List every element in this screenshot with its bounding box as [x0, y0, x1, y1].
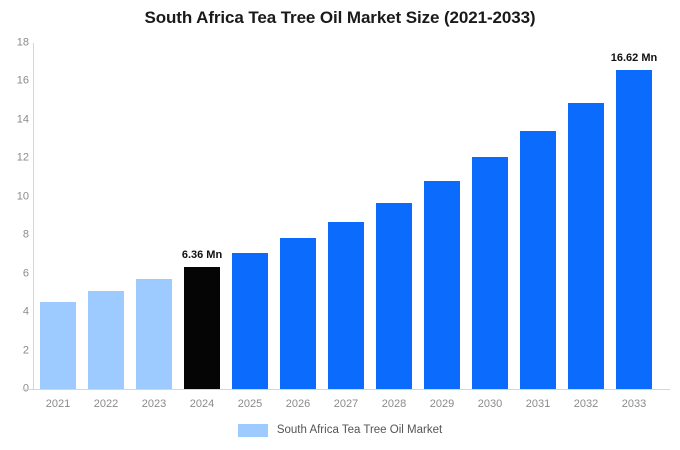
- legend-swatch-icon: [237, 424, 268, 437]
- y-axis-tick-label: 4: [22, 305, 29, 318]
- bar-2024[interactable]: [184, 266, 220, 389]
- legend-label: South Africa Tea Tree Oil Market: [276, 424, 443, 436]
- y-axis-tick-labels: 0 2 4 6 8 10 12 14 16 18: [0, 0, 29, 450]
- y-axis-tick-label: 8: [22, 228, 29, 241]
- y-axis-tick-label: 18: [16, 36, 29, 49]
- y-axis-tick-label: 16: [16, 74, 29, 87]
- y-axis-tick-label: 10: [16, 190, 29, 203]
- bar-2028[interactable]: [376, 203, 412, 389]
- y-axis-line: [33, 43, 34, 390]
- x-axis-tick-label-2025: 2025: [237, 398, 263, 410]
- bar-value-label-2024: 6.36 Mn: [181, 248, 223, 261]
- x-axis-tick-label-2022: 2022: [93, 398, 119, 410]
- y-axis-tick-label: 2: [22, 344, 29, 357]
- bar-2029[interactable]: [424, 180, 460, 389]
- bar-2027[interactable]: [328, 222, 364, 389]
- bar-2026[interactable]: [280, 238, 316, 389]
- x-axis-tick-label-2033: 2033: [621, 398, 647, 410]
- bars-layer: 6.36 Mn 16.62 Mn: [34, 43, 670, 389]
- x-axis-tick-label-2024: 2024: [189, 398, 215, 410]
- x-axis-tick-label-2021: 2021: [45, 398, 71, 410]
- bar-2021[interactable]: [40, 301, 76, 389]
- x-axis-tick-label-2032: 2032: [573, 398, 599, 410]
- bar-2031[interactable]: [520, 131, 556, 389]
- x-axis-tick-label-2031: 2031: [525, 398, 551, 410]
- chart-title: South Africa Tea Tree Oil Market Size (2…: [144, 8, 536, 27]
- bar-2022[interactable]: [88, 290, 124, 389]
- chart-legend: South Africa Tea Tree Oil Market: [0, 424, 680, 437]
- x-axis-tick-label-2027: 2027: [333, 398, 359, 410]
- x-axis-tick-label-2026: 2026: [285, 398, 311, 410]
- x-axis-tick-label-2029: 2029: [429, 398, 455, 410]
- y-axis-tick-label: 6: [22, 267, 29, 280]
- x-axis-tick-labels: 2021 2022 2023 2024 2025 2026 2027 2028 2029 2030…: [34, 398, 670, 414]
- bar-2033[interactable]: [616, 69, 652, 389]
- x-axis-tick-label-2028: 2028: [381, 398, 407, 410]
- bar-2025[interactable]: [232, 253, 268, 389]
- bar-2030[interactable]: [472, 157, 508, 389]
- x-axis-tick-label-2030: 2030: [477, 398, 503, 410]
- bar-value-label-2033: 16.62 Mn: [610, 51, 658, 64]
- x-axis-line: [22, 389, 670, 390]
- bar-2023[interactable]: [136, 279, 172, 389]
- y-axis-tick-label: 0: [3, 383, 29, 395]
- y-axis-tick-label: 12: [16, 151, 29, 164]
- x-axis-tick-label-2023: 2023: [141, 398, 167, 410]
- bar-2032[interactable]: [568, 102, 604, 389]
- y-axis-tick-label: 14: [16, 113, 29, 126]
